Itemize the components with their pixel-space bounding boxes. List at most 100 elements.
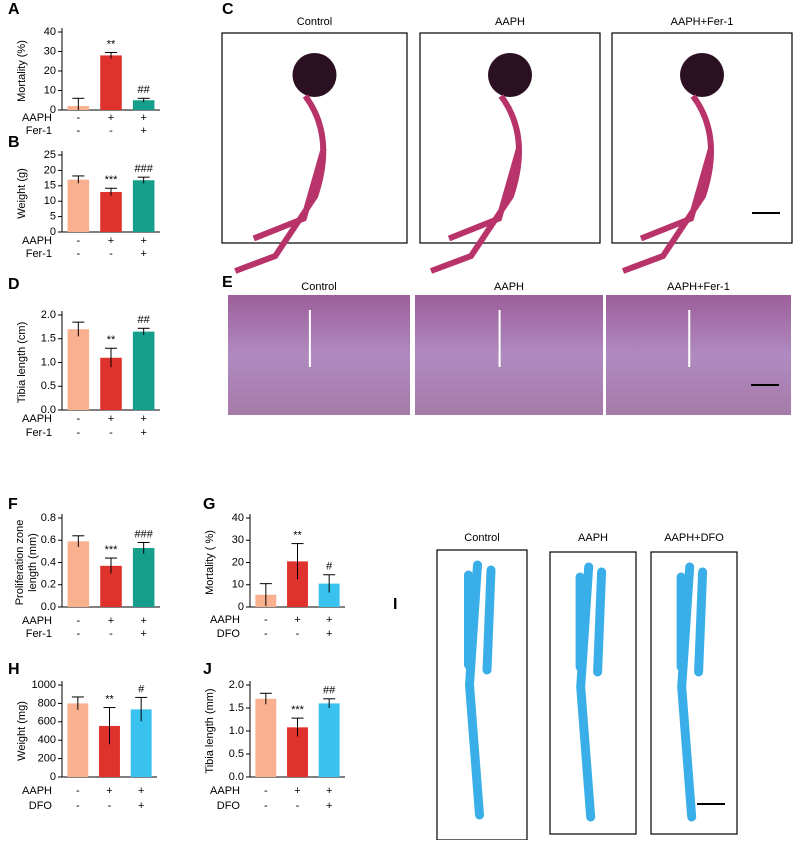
- significance-label: ***: [105, 544, 119, 556]
- y-axis-label: Mortality ( %): [204, 530, 216, 595]
- condition-label: AAPH: [22, 413, 52, 425]
- bar: [318, 703, 340, 777]
- bar: [67, 541, 90, 607]
- bar: [132, 331, 155, 410]
- y-tick-label: 2.0: [41, 309, 56, 321]
- condition-sign: +: [138, 800, 144, 812]
- condition-sign: -: [76, 785, 80, 797]
- y-tick-label: 0.2: [41, 579, 56, 591]
- y-tick-label: 800: [38, 697, 56, 709]
- condition-sign: +: [140, 413, 146, 425]
- y-tick-label: 10: [44, 195, 56, 207]
- y-tick-label: 25: [44, 149, 56, 161]
- condition-sign: -: [296, 800, 300, 812]
- condition-label: DFO: [29, 800, 53, 812]
- image-label: AAPH: [495, 16, 525, 28]
- image-label: AAPH+Fer-1: [671, 16, 734, 28]
- y-tick-label: 0.5: [229, 748, 244, 760]
- condition-sign: -: [76, 413, 80, 425]
- condition-sign: +: [140, 615, 146, 627]
- panel-letter: J: [203, 661, 212, 678]
- condition-sign: -: [76, 427, 80, 439]
- panel-letter: A: [8, 1, 20, 18]
- image-label: AAPH: [494, 281, 524, 293]
- condition-sign: +: [326, 628, 332, 640]
- condition-sign: +: [140, 248, 146, 260]
- condition-sign: -: [76, 628, 80, 640]
- condition-sign: +: [140, 427, 146, 439]
- significance-label: **: [105, 693, 114, 705]
- image: [228, 295, 410, 415]
- y-tick-label: 10: [44, 84, 56, 96]
- panel-letter: H: [8, 661, 20, 678]
- significance-label: ##: [323, 685, 336, 697]
- y-tick-label: 40: [232, 512, 244, 524]
- image-label: Control: [297, 16, 332, 28]
- y-axis-label: Weight (g): [16, 168, 28, 219]
- condition-sign: +: [294, 614, 300, 626]
- bar: [67, 703, 89, 777]
- y-tick-label: 0.0: [41, 601, 56, 613]
- skull: [292, 53, 337, 97]
- significance-label: #: [326, 561, 333, 573]
- y-tick-label: 1.0: [229, 725, 244, 737]
- condition-label: AAPH: [22, 615, 52, 627]
- condition-label: DFO: [217, 628, 241, 640]
- y-tick-label: 0.6: [41, 534, 56, 546]
- image-label: AAPH+DFO: [664, 532, 724, 544]
- y-tick-label: 0.5: [41, 380, 56, 392]
- y-tick-label: 1.0: [41, 356, 56, 368]
- significance-label: ##: [138, 314, 151, 326]
- bar: [100, 191, 122, 232]
- condition-sign: +: [108, 235, 114, 247]
- bar: [99, 725, 120, 777]
- condition-label: AAPH: [210, 614, 240, 626]
- significance-label: **: [293, 529, 302, 541]
- y-tick-label: 0.0: [41, 404, 56, 416]
- y-tick-label: 0: [50, 771, 56, 783]
- bar: [67, 179, 90, 232]
- bar: [100, 357, 122, 410]
- condition-sign: +: [108, 112, 114, 124]
- skeleton: [621, 94, 714, 274]
- condition-sign: +: [140, 125, 146, 137]
- condition-sign: +: [138, 785, 144, 797]
- y-tick-label: 1.5: [229, 702, 244, 714]
- condition-sign: -: [264, 614, 268, 626]
- image-label: Control: [464, 532, 499, 544]
- significance-label: ##: [138, 84, 151, 96]
- condition-sign: +: [140, 112, 146, 124]
- bone: [676, 562, 708, 822]
- skull: [680, 53, 724, 97]
- bar: [132, 548, 155, 607]
- condition-sign: +: [140, 628, 146, 640]
- panel-letter: G: [203, 496, 215, 513]
- bar: [67, 329, 90, 410]
- y-tick-label: 400: [38, 734, 56, 746]
- condition-label: AAPH: [22, 112, 52, 124]
- y-tick-label: 1000: [32, 679, 56, 691]
- image: [415, 295, 603, 415]
- significance-label: #: [138, 683, 145, 695]
- condition-sign: +: [294, 785, 300, 797]
- y-tick-label: 40: [44, 26, 56, 38]
- condition-sign: -: [108, 800, 112, 812]
- bar: [100, 565, 122, 607]
- condition-sign: -: [76, 125, 80, 137]
- condition-label: AAPH: [210, 785, 240, 797]
- condition-sign: -: [296, 628, 300, 640]
- y-tick-label: 20: [232, 556, 244, 568]
- y-tick-label: 30: [44, 45, 56, 57]
- y-axis-label: Tibia length (cm): [16, 322, 28, 404]
- image-label: Control: [301, 281, 336, 293]
- bone: [464, 560, 496, 820]
- panel-letter: C: [222, 1, 234, 18]
- y-tick-label: 0: [238, 601, 244, 613]
- condition-label: AAPH: [22, 235, 52, 247]
- condition-sign: -: [264, 628, 268, 640]
- condition-label: DFO: [217, 800, 241, 812]
- condition-sign: +: [326, 800, 332, 812]
- y-tick-label: 1.5: [41, 333, 56, 345]
- condition-label: Fer-1: [26, 125, 52, 137]
